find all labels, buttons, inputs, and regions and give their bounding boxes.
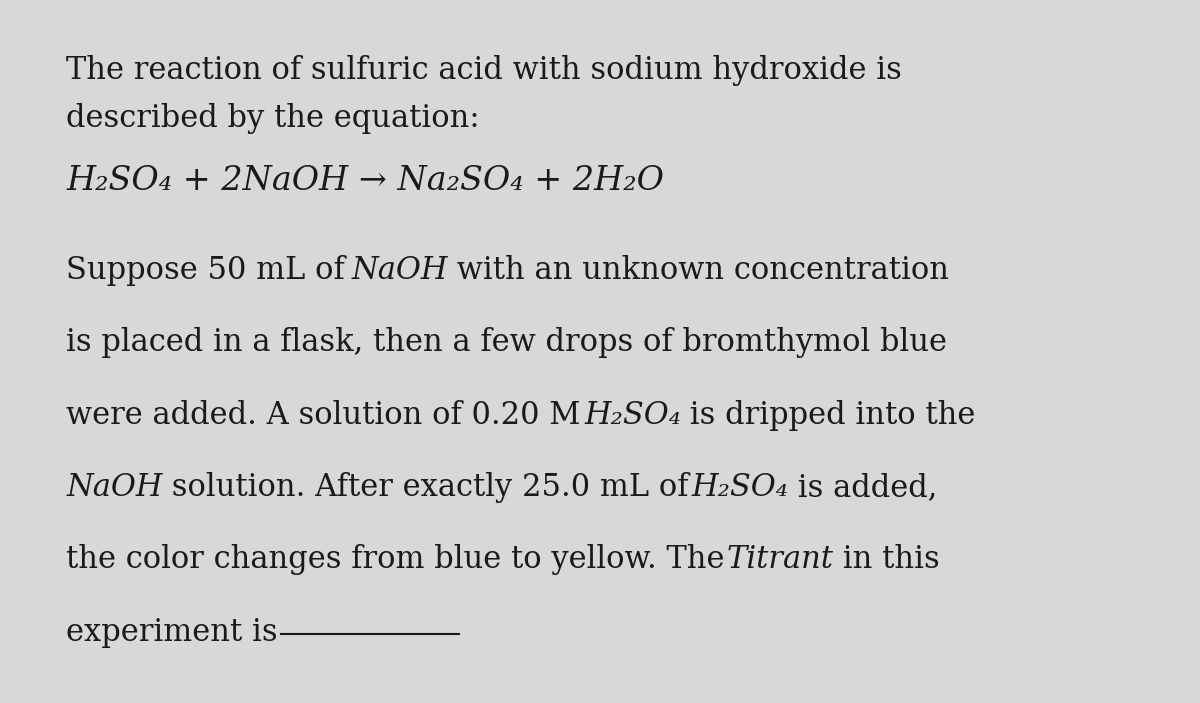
Text: The reaction of sulfuric acid with sodium hydroxide is: The reaction of sulfuric acid with sodiu… xyxy=(66,55,902,86)
Text: NaOH: NaOH xyxy=(352,255,448,286)
Text: Titrant: Titrant xyxy=(727,544,834,576)
Text: in this: in this xyxy=(833,544,940,576)
Text: described by the equation:: described by the equation: xyxy=(66,103,480,134)
Text: solution. After exactly 25.0 mL of: solution. After exactly 25.0 mL of xyxy=(162,472,698,503)
Text: NaOH: NaOH xyxy=(66,472,163,503)
Text: H₂SO₄: H₂SO₄ xyxy=(691,472,788,503)
Text: is placed in a flask, then a few drops of bromthymol blue: is placed in a flask, then a few drops o… xyxy=(66,328,947,359)
Text: experiment is: experiment is xyxy=(66,617,278,647)
Text: the color changes from blue to yellow. The: the color changes from blue to yellow. T… xyxy=(66,544,734,576)
Text: H₂SO₄: H₂SO₄ xyxy=(584,400,682,431)
Text: Suppose 50 mL of: Suppose 50 mL of xyxy=(66,255,355,286)
Text: H₂SO₄ + 2NaOH → Na₂SO₄ + 2H₂O: H₂SO₄ + 2NaOH → Na₂SO₄ + 2H₂O xyxy=(66,165,665,198)
Text: were added. A solution of 0.20 M: were added. A solution of 0.20 M xyxy=(66,400,590,431)
Text: is added,: is added, xyxy=(787,472,937,503)
Text: with an unknown concentration: with an unknown concentration xyxy=(446,255,949,286)
Text: is dripped into the: is dripped into the xyxy=(680,400,976,431)
